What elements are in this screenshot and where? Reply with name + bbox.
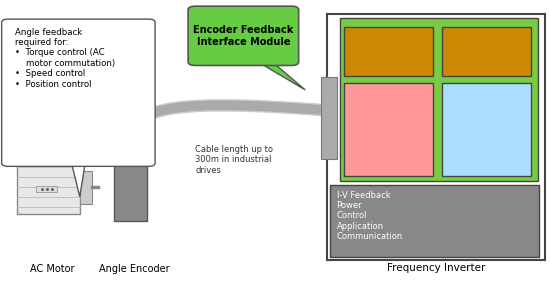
Text: I-V Feedback
Power
Control
Application
Communication: I-V Feedback Power Control Application C… — [337, 191, 403, 241]
Text: AC Motor: AC Motor — [30, 264, 74, 274]
FancyBboxPatch shape — [344, 83, 433, 176]
Text: Angle Encoder: Angle Encoder — [100, 264, 170, 274]
FancyBboxPatch shape — [344, 27, 433, 76]
Text: Cable length up to
300m in industrial
drives: Cable length up to 300m in industrial dr… — [195, 145, 273, 175]
Text: PoL
P/S: PoL P/S — [477, 42, 497, 61]
FancyBboxPatch shape — [340, 18, 538, 181]
Polygon shape — [258, 62, 305, 90]
FancyBboxPatch shape — [330, 185, 539, 257]
FancyBboxPatch shape — [188, 6, 299, 65]
Text: Encoder
P/S: Encoder P/S — [367, 42, 410, 61]
Text: Encoder Feedback
Interface Module: Encoder Feedback Interface Module — [193, 25, 294, 47]
FancyBboxPatch shape — [321, 77, 337, 159]
FancyBboxPatch shape — [122, 139, 139, 160]
FancyBboxPatch shape — [327, 14, 544, 260]
Text: Frequency Inverter: Frequency Inverter — [387, 263, 485, 273]
FancyBboxPatch shape — [16, 162, 80, 214]
FancyBboxPatch shape — [442, 27, 531, 76]
Text: Analog and/or
digital
interface with
EMC
protection: Analog and/or digital interface with EMC… — [357, 104, 421, 155]
FancyBboxPatch shape — [2, 19, 155, 166]
Text: Angle feedback
required for:
•  Torque control (AC
    motor commutation)
•  Spe: Angle feedback required for: • Torque co… — [15, 28, 115, 89]
FancyBboxPatch shape — [442, 83, 531, 176]
FancyBboxPatch shape — [80, 171, 92, 204]
Polygon shape — [72, 163, 85, 197]
FancyBboxPatch shape — [36, 186, 57, 192]
FancyBboxPatch shape — [114, 160, 147, 221]
Text: Host
processor: Host processor — [477, 104, 497, 154]
